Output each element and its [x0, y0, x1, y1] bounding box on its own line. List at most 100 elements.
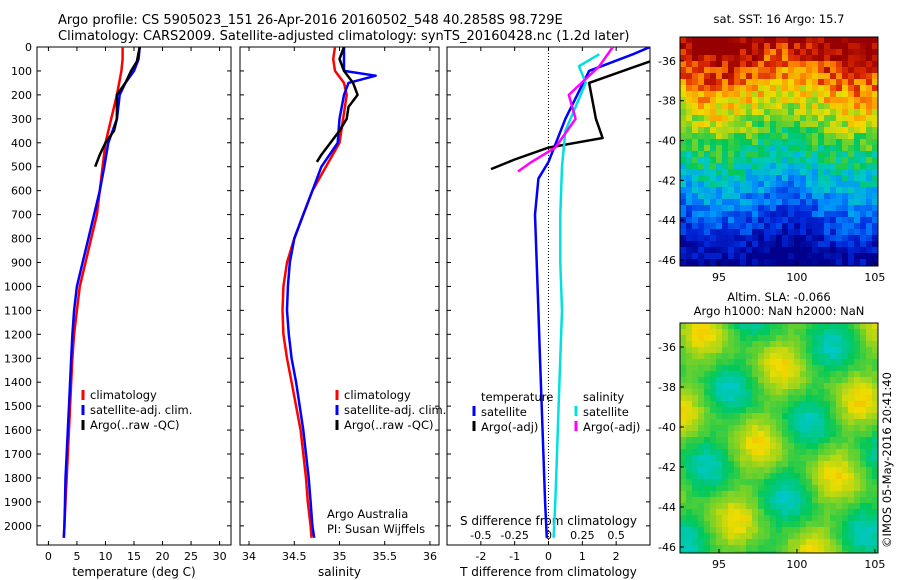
- sst-map-cell: [740, 97, 746, 103]
- sla-map-cell: [776, 383, 782, 389]
- sla-map-cell: [782, 413, 788, 419]
- sst-map-cell: [710, 55, 716, 61]
- sla-map-cell: [872, 323, 878, 329]
- sla-map-cell: [710, 545, 716, 551]
- sst-map-cell: [692, 199, 698, 205]
- sst-map-cell: [812, 259, 818, 265]
- sla-map-cell: [860, 491, 866, 497]
- sst-map-cell: [848, 145, 854, 151]
- sla-map-cell: [818, 509, 824, 515]
- sla-map-cell: [794, 485, 800, 491]
- sla-map-cell: [758, 443, 764, 449]
- sla-map-cell: [752, 473, 758, 479]
- sla-map-cell: [758, 455, 764, 461]
- sst-map-cell: [722, 211, 728, 217]
- sst-map-cell: [722, 73, 728, 79]
- temperature-x-tick-label: 15: [127, 550, 141, 563]
- sla-map-cell: [758, 551, 764, 553]
- sla-map-cell: [770, 413, 776, 419]
- sla-map-cell: [746, 431, 752, 437]
- sla-map-cell: [860, 467, 866, 473]
- sla-map-cell: [782, 449, 788, 455]
- sst-map-cell: [860, 139, 866, 145]
- sst-map-cell: [848, 151, 854, 157]
- sst-map-cell: [716, 67, 722, 73]
- sla-map-cell: [776, 371, 782, 377]
- sst-map-cell: [788, 175, 794, 181]
- sst-map-cell: [722, 151, 728, 157]
- sst-map-cell: [764, 43, 770, 49]
- sst-map-cell: [710, 187, 716, 193]
- sla-map-cell: [842, 371, 848, 377]
- sst-map-cell: [866, 163, 872, 169]
- sla-map-cell: [686, 347, 692, 353]
- sla-map-cell: [692, 347, 698, 353]
- sla-map-cell: [716, 365, 722, 371]
- sst-map-cell: [824, 85, 830, 91]
- sst-map-cell: [716, 109, 722, 115]
- sst-map-cell: [842, 115, 848, 121]
- sla-map-cell: [806, 461, 812, 467]
- sla-map-cell: [770, 521, 776, 527]
- sla-map-cell: [740, 479, 746, 485]
- sst-map-cell: [866, 241, 872, 247]
- sla-map-cell: [752, 485, 758, 491]
- sst-map-cell: [752, 205, 758, 211]
- sst-map-cell: [686, 73, 692, 79]
- sla-map-cell: [794, 359, 800, 365]
- sla-map-cell: [848, 449, 854, 455]
- sla-map-cell: [860, 515, 866, 521]
- sla-map-cell: [836, 461, 842, 467]
- sst-map-cell: [788, 157, 794, 163]
- sst-map-cell: [698, 85, 704, 91]
- sla-map-cell: [848, 467, 854, 473]
- sla-map-cell: [704, 389, 710, 395]
- sst-map-cell: [860, 181, 866, 187]
- sst-map-cell: [728, 121, 734, 127]
- sla-map-cell: [692, 539, 698, 545]
- sla-map-cell: [716, 359, 722, 365]
- sst-map-cell: [746, 217, 752, 223]
- sla-map-cell: [866, 419, 872, 425]
- sla-map-cell: [722, 431, 728, 437]
- sst-map-cell: [872, 175, 878, 181]
- sst-map-cell: [836, 37, 842, 43]
- sst-map-cell: [860, 121, 866, 127]
- sla-map-cell: [716, 533, 722, 539]
- sla-map-cell: [728, 407, 734, 413]
- sla-map-cell: [680, 365, 686, 371]
- sla-map-cell: [722, 545, 728, 551]
- sla-map-cell: [758, 425, 764, 431]
- sst-map-cell: [818, 259, 824, 265]
- sst-map-cell: [800, 145, 806, 151]
- sla-map-cell: [734, 449, 740, 455]
- sst-map-cell: [734, 223, 740, 229]
- sla-map-cell: [824, 395, 830, 401]
- sla-map-cell: [824, 527, 830, 533]
- sst-map-cell: [746, 121, 752, 127]
- sst-map-cell: [848, 187, 854, 193]
- sst-map-cell: [770, 49, 776, 55]
- sst-map-cell: [758, 223, 764, 229]
- sla-map-cell: [692, 323, 698, 329]
- sla-map-cell: [836, 329, 842, 335]
- sla-map-cell: [866, 497, 872, 503]
- sla-map-cell: [812, 401, 818, 407]
- sst-map-cell: [872, 193, 878, 199]
- sst-map-cell: [866, 247, 872, 253]
- sst-map-cell: [710, 109, 716, 115]
- sla-map-cell: [710, 353, 716, 359]
- sla-map-cell: [734, 539, 740, 545]
- sla-map-cell: [824, 419, 830, 425]
- sla-map-cell: [812, 335, 818, 341]
- sla-map-cell: [716, 401, 722, 407]
- sla-map-cell: [848, 335, 854, 341]
- sla-map-cell: [728, 359, 734, 365]
- sla-map-cell: [776, 443, 782, 449]
- sla-map-cell: [770, 407, 776, 413]
- sst-map-cell: [692, 139, 698, 145]
- sst-map-cell: [842, 175, 848, 181]
- sla-map-cell: [842, 449, 848, 455]
- sst-map-cell: [788, 223, 794, 229]
- sla-map-cell: [836, 347, 842, 353]
